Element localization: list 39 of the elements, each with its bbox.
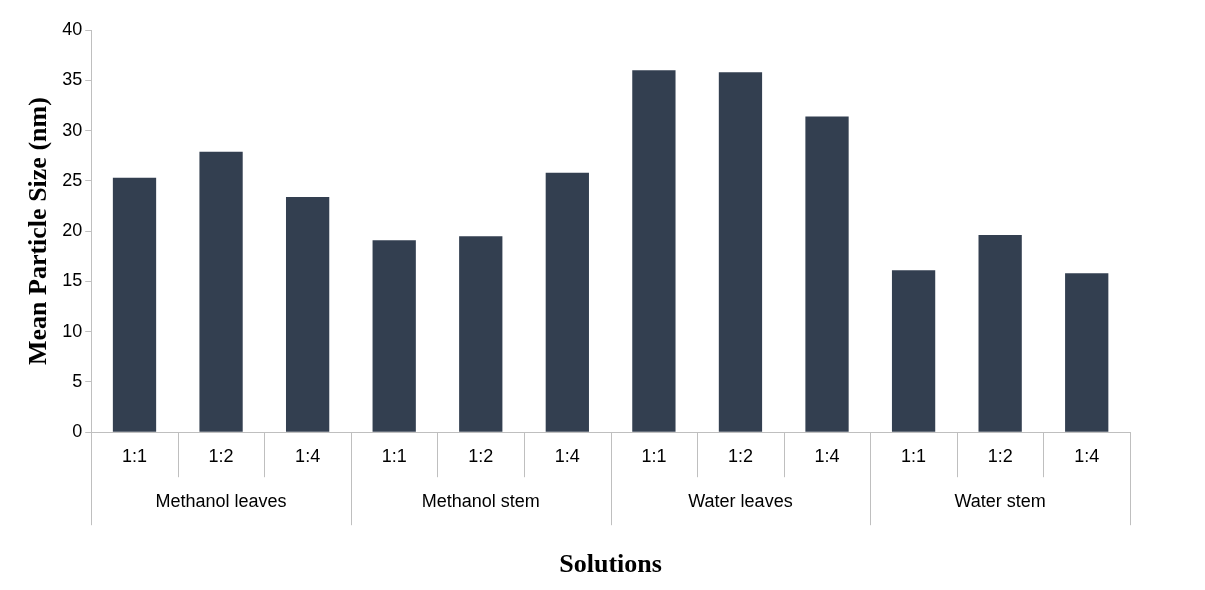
y-tick-label: 30 (62, 119, 83, 140)
bar (285, 196, 330, 432)
y-tick-label: 20 (62, 220, 83, 241)
bar (372, 240, 416, 432)
x-tick-label: 1:1 (121, 445, 148, 466)
text: Methanol leaves (155, 491, 287, 512)
bar (112, 177, 157, 432)
x-tick-label: 1:4 (295, 445, 321, 466)
x-tick-label: 1:2 (208, 445, 234, 466)
text: Water leaves (688, 491, 793, 512)
y-tick-label: 35 (62, 69, 83, 90)
x-tick-label: 1:2 (727, 445, 753, 466)
x-tick-label: 1:4 (554, 445, 580, 466)
bar (718, 72, 763, 432)
text: Methanol stem (421, 491, 540, 512)
x-tick-label: 1:1 (381, 445, 407, 466)
y-tick-label: 25 (62, 169, 83, 190)
y-axis-title: Mean Particle Size (nm) (23, 97, 53, 366)
bar (805, 116, 849, 432)
text: Water stem (954, 491, 1046, 512)
y-tick-label: 0 (72, 421, 83, 442)
x-axis-title: Solutions (559, 549, 662, 579)
bar (1065, 273, 1109, 432)
bar (545, 172, 589, 432)
bar (632, 70, 676, 432)
bar (199, 151, 243, 432)
y-tick-label: 40 (62, 18, 83, 39)
x-tick-label: 1:4 (1074, 445, 1100, 466)
y-tick-label: 5 (72, 370, 83, 391)
x-tick-label: 1:4 (814, 445, 840, 466)
x-tick-label: 1:2 (987, 445, 1013, 466)
bar (978, 235, 1022, 432)
x-tick-label: 1:1 (901, 445, 927, 466)
bar (891, 270, 936, 432)
x-tick-label: 1:1 (641, 445, 667, 466)
y-tick-label: 10 (62, 320, 83, 341)
bar (459, 236, 503, 432)
y-tick-label: 15 (62, 270, 83, 291)
x-tick-label: 1:2 (468, 445, 494, 466)
